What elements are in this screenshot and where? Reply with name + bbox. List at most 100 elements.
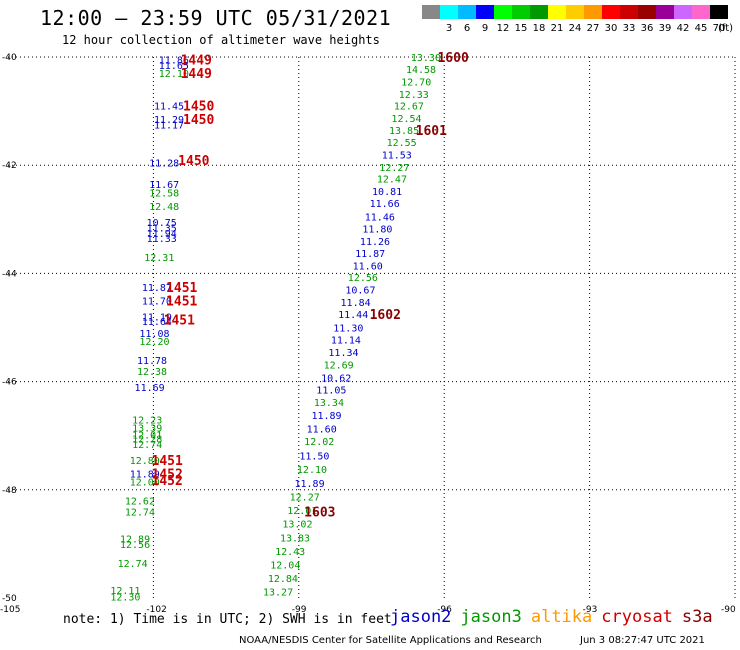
wave-height-value: 13.02: [282, 519, 312, 530]
color-scale-unit: (ft): [718, 23, 734, 34]
wave-height-value: 12.56: [120, 540, 150, 551]
wave-height-value: 11.67: [149, 180, 179, 191]
wave-height-value: 11.33: [147, 234, 177, 245]
wave-height-value: 12.01: [132, 431, 162, 442]
wave-height-value: 11.14: [331, 335, 361, 346]
wave-height-value: 12.38: [137, 367, 167, 378]
pass-time-label: 1600: [437, 51, 468, 66]
color-scale-swatch: [476, 5, 494, 19]
lat-label: -48: [2, 486, 17, 496]
generated-timestamp: Jun 3 08:27:47 UTC 2021: [580, 635, 705, 646]
wave-height-value: 11.28: [149, 158, 179, 169]
wave-height-value: 11.87: [355, 249, 385, 260]
pass-time-label: 1451: [166, 294, 197, 309]
map-title: 12:00 – 23:59 UTC 05/31/2021: [40, 6, 392, 30]
wave-height-value: 12.04: [270, 560, 300, 571]
color-scale-label: 45: [694, 23, 708, 34]
wave-height-value: 11.94: [147, 229, 177, 240]
wave-height-value: 12.48: [149, 202, 179, 213]
lat-label: -40: [2, 53, 17, 63]
wave-height-value: 11.89: [294, 479, 324, 490]
wave-height-value: 12.31: [144, 253, 174, 264]
color-scale-swatch: [674, 5, 692, 19]
color-scale-label: 33: [622, 23, 636, 34]
wave-height-value: 12.10: [297, 465, 327, 476]
color-scale-swatch: [638, 5, 656, 19]
wave-height-value: 12.47: [377, 175, 407, 186]
wave-height-value: 11.08: [139, 329, 169, 340]
wave-height-value: 11.65: [159, 61, 189, 72]
wave-height-value: 12.62: [125, 497, 155, 508]
wave-height-value: 12.30: [110, 592, 140, 603]
map-subtitle: 12 hour collection of altimeter wave hei…: [62, 33, 380, 47]
wave-height-value: 12.11: [110, 586, 140, 597]
color-scale-swatch: [512, 5, 530, 19]
wave-height-value: 11.34: [328, 348, 358, 359]
wave-height-value: 11.05: [316, 386, 346, 397]
pass-time-label: 1449: [181, 67, 212, 82]
wave-height-value: 11.80: [362, 224, 392, 235]
color-scale-label: 6: [463, 23, 471, 34]
wave-height-value: 12.10: [159, 69, 189, 80]
wave-height-value: 12.02: [304, 437, 334, 448]
pass-time-label: 1603: [304, 505, 335, 520]
wave-height-value: 11.89: [130, 470, 160, 481]
wave-height-value: 11.87: [142, 283, 172, 294]
wave-height-value: 12.69: [324, 360, 354, 371]
wave-height-value: 13.30: [411, 53, 441, 64]
color-scale-label: 42: [676, 23, 690, 34]
color-scale-swatch: [584, 5, 602, 19]
wave-height-value: 12.33: [399, 90, 429, 101]
wave-height-value: 12.43: [275, 547, 305, 558]
wave-height-value: 11.60: [307, 425, 337, 436]
wave-height-value: 11.78: [137, 356, 167, 367]
color-scale-label: 70: [712, 23, 726, 34]
lat-label: -44: [2, 269, 17, 279]
wave-height-value: 11.26: [360, 237, 390, 248]
footnote: note: 1) Time is in UTC; 2) SWH is in fe…: [63, 612, 392, 627]
wave-height-value: 12.89: [120, 534, 150, 545]
wave-height-value: 12.67: [394, 102, 424, 113]
color-scale-label: 15: [514, 23, 528, 34]
wave-height-value: 11.53: [382, 150, 412, 161]
wave-height-value: 12.80: [130, 456, 160, 467]
pass-time-label: 1452: [152, 474, 183, 489]
wave-height-value: 12.84: [268, 574, 298, 585]
pass-time-label: 1450: [183, 100, 214, 115]
wave-height-value: 11.86: [159, 56, 189, 67]
lon-label: -90: [721, 605, 736, 615]
color-scale-label: 12: [496, 23, 510, 34]
wave-height-value: 13.27: [263, 588, 293, 599]
wave-height-value: 12.23: [132, 415, 162, 426]
pass-time-label: 1451: [152, 454, 183, 469]
wave-height-value: 11.46: [365, 213, 395, 224]
color-scale-swatch: [494, 5, 512, 19]
satellite-legend: jason2 jason3 altika cryosat s3a: [390, 607, 722, 627]
color-scale-swatch: [548, 5, 566, 19]
wave-height-value: 12.00: [130, 478, 160, 489]
wave-height-value: 11.17: [154, 121, 184, 132]
color-scale-label: 30: [604, 23, 618, 34]
wave-height-value: 10.62: [321, 373, 351, 384]
wave-height-value: 11.30: [333, 324, 363, 335]
wave-height-value: 11.19: [142, 313, 172, 324]
color-scale-label: 24: [568, 23, 582, 34]
wave-height-value: 14.58: [406, 65, 436, 76]
wave-height-value: 13.34: [314, 398, 344, 409]
legend-s3a: s3a: [681, 607, 713, 627]
color-scale-label: 27: [586, 23, 600, 34]
color-scale-swatch: [422, 5, 440, 19]
wave-height-value: 12.56: [348, 273, 378, 284]
color-scale-label: 9: [481, 23, 489, 34]
wave-height-value: 11.66: [370, 199, 400, 210]
lat-label: -50: [2, 594, 17, 604]
lon-label: -99: [292, 605, 307, 615]
wave-height-value: 11.70: [142, 296, 172, 307]
legend-cryosat: cryosat: [601, 607, 673, 627]
color-scale-swatch: [620, 5, 638, 19]
pass-time-label: 1449: [181, 54, 212, 69]
wave-height-value: 12.74: [125, 507, 155, 518]
wave-height-value: 12.70: [401, 77, 431, 88]
color-scale-swatch: [566, 5, 584, 19]
